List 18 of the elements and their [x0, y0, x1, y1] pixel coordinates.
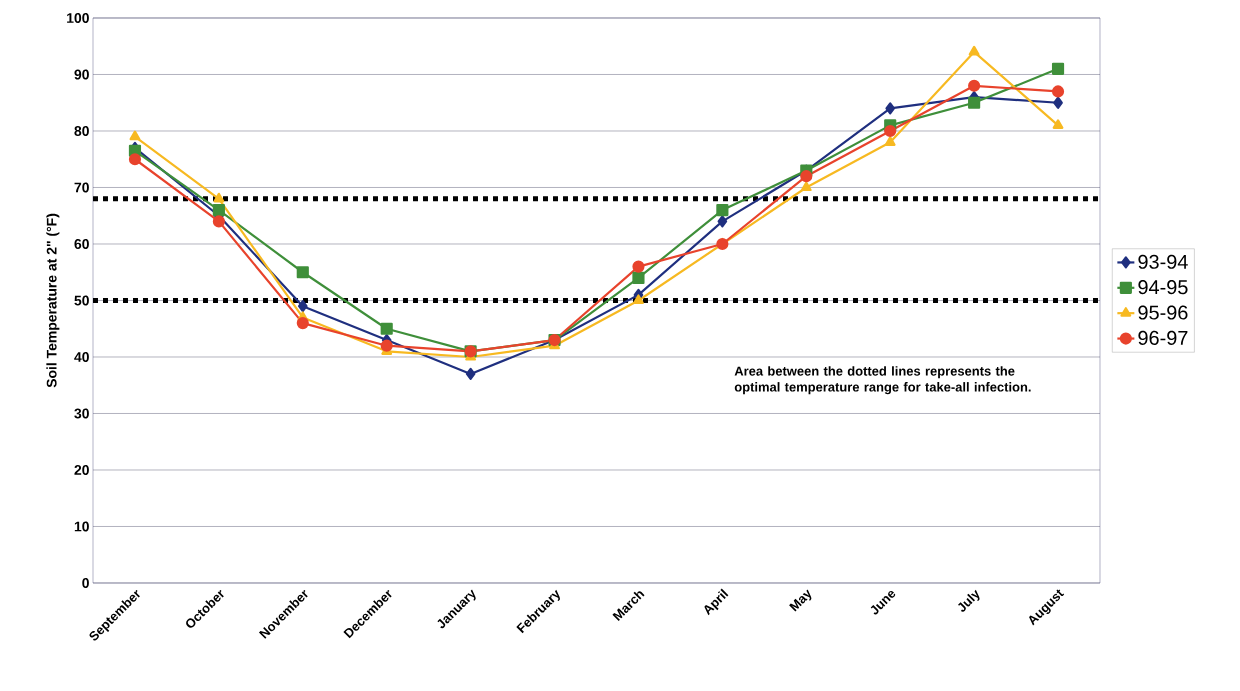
y-tick-label: 0: [82, 578, 89, 588]
y-tick-label: 80: [74, 126, 89, 136]
y-tick-label: 50: [74, 295, 89, 306]
y-axis-title: Soil Temperature at 2" (°F): [46, 213, 60, 388]
y-tick-label: 20: [74, 465, 89, 475]
y-tick-label: 70: [74, 182, 89, 193]
y-tick-label: 100: [67, 13, 89, 23]
legend-label: 94-95: [1138, 280, 1188, 295]
x-tick-label: July: [958, 589, 980, 612]
legend-label: 93-94: [1138, 254, 1188, 269]
legend-label: 96-97: [1138, 330, 1188, 345]
y-tick-label: 30: [74, 408, 89, 419]
annotation: Area between the dotted lines represents the optimal temperature range for take-all infection.: [734, 366, 1031, 395]
y-tick-label: 10: [74, 521, 89, 532]
legend-label: 95-96: [1138, 305, 1188, 320]
y-tick-label: 60: [74, 239, 89, 249]
y-tick-label: 90: [74, 69, 89, 80]
y-tick-label: 40: [74, 352, 89, 362]
